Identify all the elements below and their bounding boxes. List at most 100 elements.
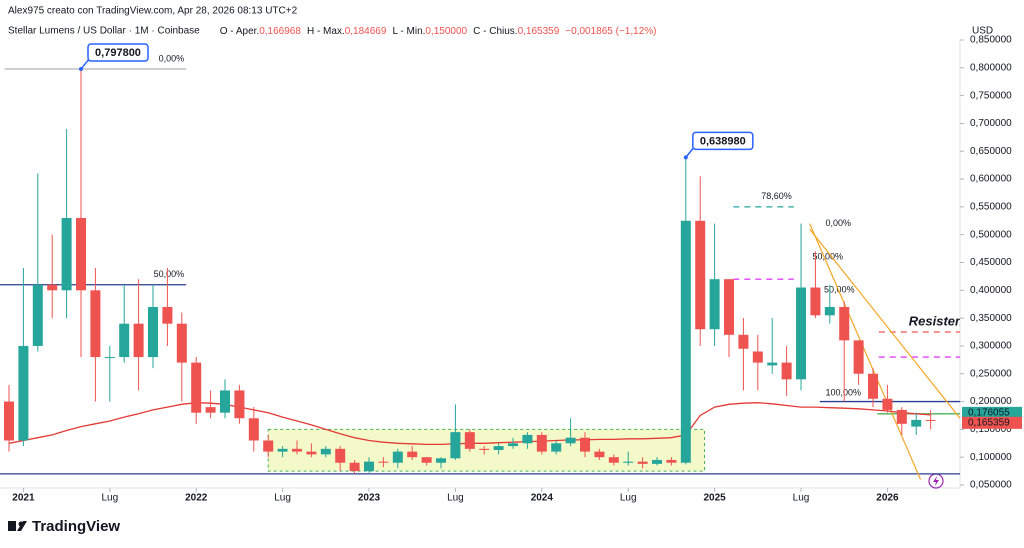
candle-body <box>148 306 159 358</box>
candle-body <box>205 407 216 413</box>
callout-pointer <box>685 146 695 158</box>
logo: TradingView <box>8 518 120 535</box>
candle-body <box>61 217 72 291</box>
range-box <box>267 428 706 472</box>
plot-area: 0,00% 50,00% 78,60% Resistenza 0,00% 50,00% 50… <box>0 53 977 480</box>
candle-body <box>695 220 706 330</box>
candle-body <box>421 457 432 463</box>
candle-body <box>623 461 634 463</box>
trend-line <box>809 223 922 480</box>
candle-body <box>176 323 187 363</box>
candle-body <box>493 446 504 450</box>
ohlc-key: L - Min. <box>392 26 425 37</box>
candle-body <box>925 419 936 421</box>
candle-body <box>796 287 807 380</box>
level-label: 50,00% <box>154 269 185 279</box>
candle-body <box>896 409 907 424</box>
callout-label: 0,797800 <box>95 47 141 59</box>
candle-body <box>263 440 274 452</box>
fib-label: 50,00% <box>824 285 855 295</box>
candle-body <box>652 459 663 464</box>
x-tick-label: 2026 <box>876 493 899 504</box>
callout-pointer <box>80 58 90 70</box>
candle-body <box>536 434 547 452</box>
ohlc-value: 0,150000 <box>425 26 467 37</box>
candle-body <box>191 362 202 413</box>
candle-body <box>378 461 389 463</box>
y-tick-label: 0,400000 <box>970 285 1012 296</box>
y-tick-label: 0,550000 <box>970 202 1012 213</box>
symbol: Stellar Lumens / US Dollar · 1M · Coinba… <box>8 26 200 37</box>
candle-body <box>47 284 58 291</box>
candle-body <box>824 306 835 316</box>
price-tag-label: 0,165359 <box>968 417 1010 428</box>
candle-body <box>810 287 821 316</box>
y-tick-label: 0,500000 <box>970 229 1012 240</box>
candle-body <box>450 432 461 459</box>
candle-body <box>248 418 259 441</box>
fib-label: 50,00% <box>813 251 844 261</box>
y-tick-label: 0,450000 <box>970 257 1012 268</box>
candle-body <box>724 279 735 335</box>
callout-label: 0,638980 <box>700 135 746 147</box>
x-tick-label: 2021 <box>12 493 35 504</box>
level-label: 0,00% <box>159 53 185 63</box>
x-tick-label: 2024 <box>531 493 554 504</box>
candle-body <box>306 451 317 455</box>
y-tick-label: 0,300000 <box>970 341 1012 352</box>
candle-body <box>162 306 173 324</box>
candle-body <box>292 448 303 452</box>
candle-body <box>608 457 619 463</box>
candle-body <box>76 217 87 291</box>
candle-body <box>637 461 648 464</box>
candle-body <box>738 334 749 349</box>
candle-body <box>680 220 691 463</box>
y-tick-label: 0,050000 <box>970 480 1012 491</box>
level-label: Resistenza <box>909 313 977 328</box>
x-tick-label: Lug <box>274 493 291 504</box>
y-tick-label: 0,100000 <box>970 452 1012 463</box>
candle-body <box>522 434 533 444</box>
candle-body <box>18 345 29 441</box>
candle-body <box>479 448 490 450</box>
ohlc-key: O - Aper. <box>220 26 259 37</box>
x-tick-label: Lug <box>101 493 118 504</box>
price-tag-label: 0,176055 <box>968 408 1010 419</box>
candle-body <box>320 448 331 455</box>
candle-body <box>767 362 778 366</box>
candle-body <box>4 401 15 441</box>
y-tick-label: 0,150000 <box>970 424 1012 435</box>
candle-body <box>882 398 893 410</box>
ohlc-value: 0,166968 <box>259 26 301 37</box>
candle-body <box>911 419 922 427</box>
level-label: 78,60% <box>761 191 792 201</box>
y-tick-label: 0,800000 <box>970 62 1012 73</box>
candle-body <box>234 390 245 419</box>
candle-body <box>407 451 418 458</box>
candle-body <box>364 461 375 472</box>
price-tag <box>962 416 1022 429</box>
author: Alex975 creato con TradingView.com, Apr … <box>8 6 298 17</box>
ohlc-change: −0,001865 (−1,12%) <box>565 26 656 37</box>
candle-body <box>133 323 144 358</box>
candle-body <box>220 390 231 413</box>
callout-dot <box>683 155 688 160</box>
candle-body <box>580 437 591 452</box>
candle-body <box>868 373 879 399</box>
candle-body <box>781 362 792 380</box>
axes: 0,050000 0,100000 0,150000 0,200000 0,250000… <box>12 35 1022 504</box>
fib-label: 0,00% <box>826 218 852 228</box>
currency: USD <box>972 26 993 37</box>
candle-body <box>392 451 403 463</box>
candle-body <box>565 437 576 444</box>
ohlc-value: 0,184669 <box>345 26 387 37</box>
candle-body <box>119 323 130 358</box>
callout-dot <box>79 67 84 72</box>
brand: TradingView <box>32 518 120 535</box>
candle-body <box>752 351 763 363</box>
candle-body <box>32 284 43 346</box>
candle-body <box>277 448 288 452</box>
candle-body <box>551 443 562 452</box>
candle-body <box>104 357 115 359</box>
